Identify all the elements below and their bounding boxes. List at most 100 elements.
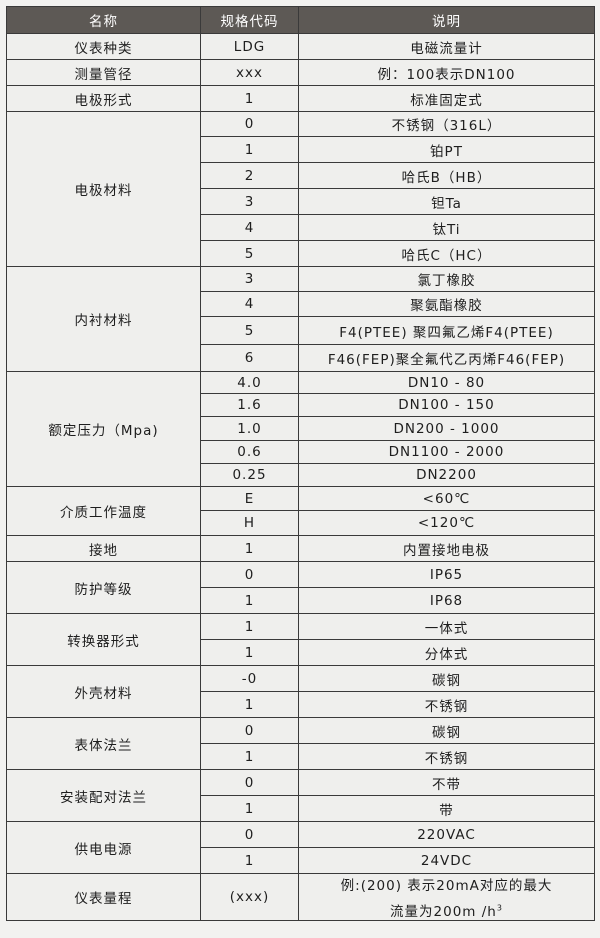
spec-desc: 碳钢 — [298, 665, 595, 692]
spec-code: 4 — [200, 214, 299, 241]
spec-code: LDG — [200, 33, 299, 60]
desc-line-1: 例:(200) 表示20mA对应的最大 — [340, 878, 553, 894]
spec-desc: 带 — [298, 795, 595, 822]
spec-code: 1 — [200, 613, 299, 640]
spec-desc: 不锈钢（316L） — [298, 111, 595, 137]
spec-code: 1.6 — [200, 393, 299, 417]
spec-code: 0 — [200, 111, 299, 137]
spec-desc: 聚氨酯橡胶 — [298, 291, 595, 317]
table-row: 0.25 DN2200 — [7, 463, 595, 487]
spec-name: 内衬材料 — [6, 266, 201, 372]
table-row: 1 IP68 — [7, 587, 595, 614]
spec-code: 3 — [200, 266, 299, 292]
spec-desc: 碳钢 — [298, 717, 595, 744]
spec-desc: DN100 - 150 — [298, 393, 595, 417]
spec-code: 4.0 — [200, 371, 299, 394]
spec-desc: 一体式 — [298, 613, 595, 640]
spec-code: 1 — [200, 847, 299, 874]
table-row: 仪表量程 (xxx) 例:(200) 表示20mA对应的最大 流量为200m /h3 — [6, 873, 595, 921]
spec-code: H — [200, 510, 299, 536]
spec-name: 仪表量程 — [6, 873, 201, 921]
spec-code: 1 — [200, 587, 299, 614]
table-row: 仪表种类 LDG 电磁流量计 — [6, 33, 595, 60]
spec-name: 表体法兰 — [6, 717, 201, 770]
table-row: 1 铂PT — [7, 136, 595, 163]
spec-desc: IP65 — [298, 561, 595, 588]
spec-name: 仪表种类 — [6, 33, 201, 60]
table-row: 6 F46(FEP)聚全氟代乙丙烯F46(FEP) — [7, 344, 595, 372]
spec-code: 0 — [200, 769, 299, 796]
spec-code: 3 — [200, 188, 299, 215]
spec-code: 1 — [200, 535, 299, 562]
table-row: 5 哈氏C（HC） — [7, 240, 595, 267]
spec-name: 转换器形式 — [6, 613, 201, 666]
table-row: 测量管径 xxx 例：100表示DN100 — [6, 59, 595, 86]
table-row: 2 哈氏B（HB） — [7, 162, 595, 189]
table-row: 额定压力（Mpa) 4.0 DN10 - 80 — [6, 371, 595, 487]
superscript: 3 — [496, 903, 503, 913]
spec-code: 1 — [200, 743, 299, 770]
spec-code: 1 — [200, 795, 299, 822]
spec-code: 0 — [200, 561, 299, 588]
spec-code: 5 — [200, 240, 299, 267]
desc-line-2-text: 流量为200m /h — [390, 904, 497, 920]
spec-name: 安装配对法兰 — [6, 769, 201, 822]
spec-name: 防护等级 — [6, 561, 201, 614]
spec-desc: DN200 - 1000 — [298, 416, 595, 441]
spec-desc: 例:(200) 表示20mA对应的最大 流量为200m /h3 — [298, 873, 595, 921]
header-code: 规格代码 — [200, 6, 299, 34]
spec-name: 接地 — [6, 535, 201, 562]
spec-code: -0 — [200, 665, 299, 692]
spec-name: 电极形式 — [6, 85, 201, 112]
spec-desc: DN10 - 80 — [298, 371, 595, 394]
spec-desc: 例：100表示DN100 — [298, 59, 595, 86]
table-row: 防护等级 0 IP65 — [6, 561, 595, 614]
spec-code: 1 — [200, 691, 299, 718]
spec-desc: 哈氏C（HC） — [298, 240, 595, 267]
spec-desc: 不锈钢 — [298, 691, 595, 718]
spec-desc: 钽Ta — [298, 188, 595, 215]
table-row: 电极材料 0 不锈钢（316L） — [6, 111, 595, 267]
table-row: 1 24VDC — [7, 847, 595, 874]
spec-desc: F4(PTEE) 聚四氟乙烯F4(PTEE) — [298, 316, 595, 345]
spec-code: 0 — [200, 717, 299, 744]
spec-desc: 220VAC — [298, 821, 595, 848]
table-row: 接地 1 内置接地电极 — [6, 535, 595, 562]
table-row: 表体法兰 0 碳钢 — [6, 717, 595, 770]
spec-code: 5 — [200, 316, 299, 345]
spec-desc: 铂PT — [298, 136, 595, 163]
table-row: 1 不锈钢 — [7, 743, 595, 770]
spec-desc: 不带 — [298, 769, 595, 796]
table-row: 电极形式 1 标准固定式 — [6, 85, 595, 112]
spec-desc: F46(FEP)聚全氟代乙丙烯F46(FEP) — [298, 344, 595, 372]
spec-name: 电极材料 — [6, 111, 201, 267]
spec-code: 1 — [200, 136, 299, 163]
spec-code: 6 — [200, 344, 299, 372]
table-row: H <120℃ — [7, 510, 595, 536]
spec-code: 4 — [200, 291, 299, 317]
spec-desc: 电磁流量计 — [298, 33, 595, 60]
spec-name: 额定压力（Mpa) — [6, 371, 201, 487]
spec-desc: <60℃ — [298, 486, 595, 511]
spec-code: E — [200, 486, 299, 511]
header-name: 名称 — [6, 6, 201, 34]
spec-desc: 不锈钢 — [298, 743, 595, 770]
table-row: 外壳材料 -0 碳钢 — [6, 665, 595, 718]
spec-name: 外壳材料 — [6, 665, 201, 718]
spec-code: (xxx) — [200, 873, 299, 921]
spec-name: 测量管径 — [6, 59, 201, 86]
spec-code: 1 — [200, 85, 299, 112]
spec-desc: 24VDC — [298, 847, 595, 874]
spec-table: 名称 规格代码 说明 仪表种类 LDG 电磁流量计 测量管径 xxx 例：100表示DN1… — [6, 6, 595, 921]
spec-desc: IP68 — [298, 587, 595, 614]
spec-desc: 哈氏B（HB） — [298, 162, 595, 189]
table-header-row: 名称 规格代码 说明 — [6, 6, 595, 34]
spec-name: 供电电源 — [6, 821, 201, 874]
table-row: 内衬材料 3 氯丁橡胶 — [6, 266, 595, 372]
table-row: 供电电源 0 220VAC — [6, 821, 595, 874]
desc-line-2: 流量为200m /h3 — [299, 900, 594, 921]
spec-code: 1.0 — [200, 416, 299, 441]
spec-desc: 分体式 — [298, 639, 595, 666]
header-desc: 说明 — [298, 6, 595, 34]
